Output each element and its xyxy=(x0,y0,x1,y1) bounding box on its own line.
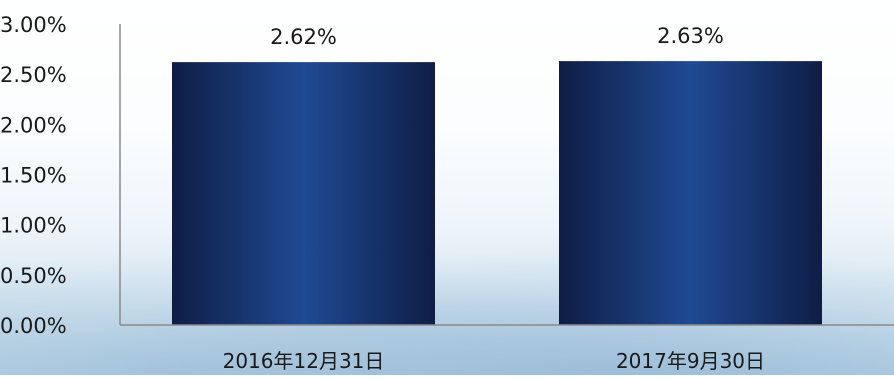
y-axis-tick-labels: 0.00% 0.50% 1.00% 1.50% 2.00% 2.50% 3.00% xyxy=(0,13,67,338)
x-tick-label: 2017年9月30日 xyxy=(616,349,765,373)
bars xyxy=(172,61,822,326)
bar xyxy=(559,61,822,326)
data-label: 2.62% xyxy=(270,25,337,49)
y-tick-label: 2.00% xyxy=(0,113,67,137)
bar xyxy=(172,62,435,325)
data-labels: 2.62% 2.63% xyxy=(270,24,724,49)
y-tick-label: 0.50% xyxy=(0,264,67,288)
y-tick-label: 1.50% xyxy=(0,164,67,188)
x-tick-label: 2016年12月31日 xyxy=(223,349,385,373)
data-label: 2.63% xyxy=(657,24,724,48)
y-tick-label: 0.00% xyxy=(0,314,67,338)
y-tick-label: 2.50% xyxy=(0,63,67,87)
x-axis-tick-labels: 2016年12月31日 2017年9月30日 xyxy=(223,349,765,373)
y-tick-label: 3.00% xyxy=(0,13,67,37)
y-tick-label: 1.00% xyxy=(0,214,67,238)
